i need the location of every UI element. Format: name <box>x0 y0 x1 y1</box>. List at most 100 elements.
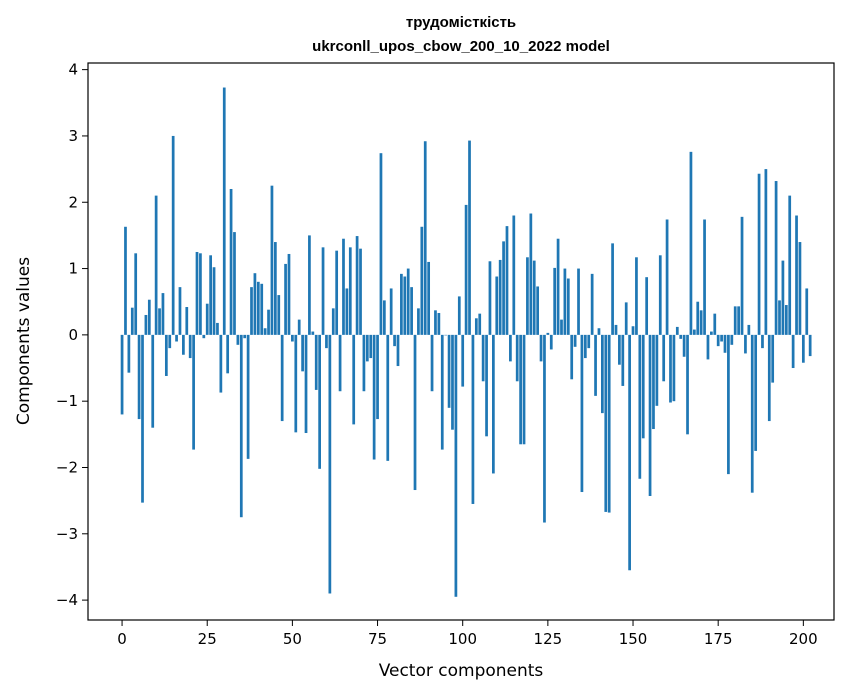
bar <box>348 247 352 335</box>
x-tick-label: 100 <box>448 630 477 648</box>
bar <box>761 334 764 349</box>
bar <box>175 334 178 342</box>
bar <box>498 259 502 335</box>
bar <box>648 334 652 496</box>
y-tick-label: 0 <box>68 326 78 344</box>
bar <box>607 334 611 513</box>
bar <box>389 288 393 335</box>
x-axis-label: Vector components <box>379 661 544 681</box>
bar <box>301 334 304 372</box>
x-tick-label: 75 <box>368 630 387 648</box>
bar <box>781 260 785 335</box>
bar <box>461 334 465 387</box>
bar <box>205 303 209 335</box>
bar <box>250 287 253 335</box>
y-axis-label: Components values <box>14 257 34 425</box>
bar <box>778 300 781 335</box>
bar <box>304 334 308 434</box>
bar <box>355 236 359 335</box>
bar <box>318 334 321 469</box>
bar <box>447 334 451 408</box>
bar <box>767 334 771 422</box>
bar <box>502 241 505 335</box>
bar <box>328 334 332 594</box>
bar <box>256 281 260 335</box>
bar <box>434 310 437 335</box>
bar <box>284 263 287 335</box>
bar <box>638 334 642 479</box>
bar <box>662 334 666 382</box>
bar <box>308 235 311 335</box>
bar <box>665 219 669 335</box>
x-tick-label: 150 <box>619 630 648 648</box>
bar <box>515 334 519 382</box>
bar <box>577 268 580 335</box>
bar <box>280 334 284 422</box>
bar <box>549 334 553 350</box>
bar <box>229 188 233 335</box>
bar <box>291 334 294 342</box>
bar <box>795 215 798 335</box>
bar <box>679 334 683 339</box>
bar <box>801 334 805 363</box>
bar <box>774 181 778 335</box>
bar <box>144 314 148 335</box>
bar <box>696 301 700 335</box>
bar <box>335 250 339 335</box>
bar <box>386 334 390 461</box>
bar <box>771 334 775 383</box>
bar <box>423 141 427 335</box>
bar <box>287 253 291 335</box>
bar <box>124 226 127 335</box>
bar <box>764 169 768 335</box>
bar <box>192 334 195 450</box>
bar <box>297 319 301 335</box>
y-axis: −4 −3 −2 −1 0 1 2 3 4 <box>56 61 88 609</box>
bar <box>195 251 199 335</box>
bar <box>723 334 727 353</box>
bar <box>277 295 281 335</box>
bar <box>509 334 512 362</box>
bar <box>267 309 270 335</box>
bar <box>314 334 318 390</box>
bar-series <box>120 87 812 597</box>
bar <box>635 257 638 335</box>
bar <box>137 334 141 420</box>
bar <box>692 329 696 335</box>
bar <box>168 334 172 349</box>
bar <box>410 287 413 335</box>
chart-title: трудомісткість <box>406 14 516 31</box>
bar <box>604 334 608 512</box>
bar <box>202 334 206 339</box>
y-tick-label: −3 <box>56 525 78 543</box>
bar <box>437 312 441 335</box>
bar <box>808 334 812 357</box>
y-tick-label: −4 <box>56 591 78 609</box>
bar <box>532 260 536 335</box>
bar <box>553 267 557 335</box>
bar <box>457 296 461 335</box>
bar <box>474 318 478 335</box>
bar <box>699 310 703 335</box>
bar <box>672 334 676 402</box>
bar <box>750 334 754 493</box>
bar <box>444 334 448 336</box>
bar <box>655 334 659 406</box>
bar <box>580 334 584 493</box>
bar <box>161 293 165 335</box>
bar <box>178 287 182 335</box>
bar <box>158 308 161 335</box>
bar <box>733 306 737 335</box>
bar <box>352 334 356 425</box>
bar <box>658 255 662 335</box>
bar <box>185 307 189 335</box>
bar <box>270 185 274 335</box>
x-tick-label: 25 <box>198 630 217 648</box>
bar <box>652 334 655 430</box>
bar <box>359 248 362 335</box>
bar <box>740 216 744 335</box>
bar <box>791 334 795 369</box>
bar <box>611 243 614 335</box>
bar <box>788 195 792 335</box>
x-tick-label: 0 <box>117 630 127 648</box>
